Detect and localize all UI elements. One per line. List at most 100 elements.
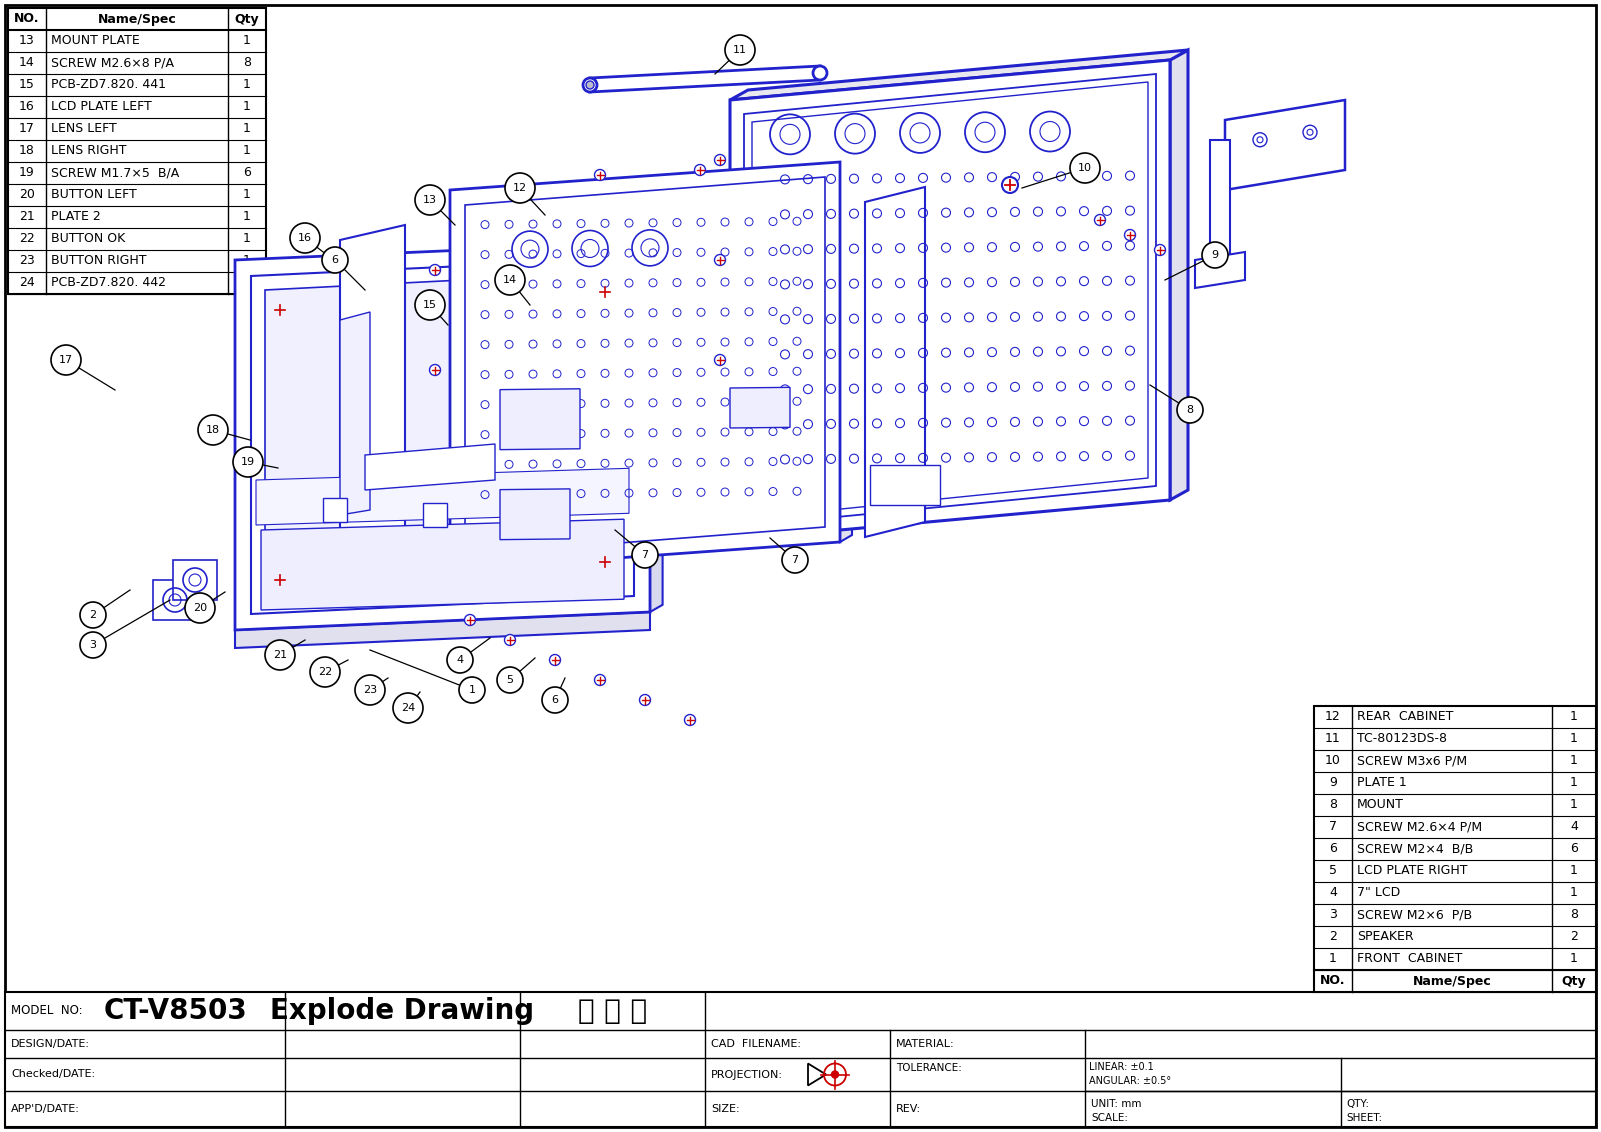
Text: 1: 1 [243,232,251,246]
Text: 19: 19 [240,457,255,468]
Text: 1: 1 [243,34,251,48]
Text: 18: 18 [19,145,35,157]
Bar [423,503,447,528]
Polygon shape [500,489,570,540]
Text: NO.: NO. [14,12,40,26]
Text: 8: 8 [1186,405,1194,415]
Text: SHEET:: SHEET: [1346,1113,1383,1123]
Text: 1: 1 [1571,755,1579,767]
Text: BUTTON OK: BUTTON OK [51,232,125,246]
Text: MOUNT: MOUNT [1358,798,1404,812]
Text: 1: 1 [1571,732,1579,746]
Circle shape [392,693,423,723]
Text: Name/Spec: Name/Spec [98,12,176,26]
Circle shape [514,174,525,186]
Circle shape [695,164,706,175]
Polygon shape [591,66,820,92]
Text: 1: 1 [1571,865,1579,877]
Polygon shape [266,272,620,600]
Text: LENS RIGHT: LENS RIGHT [51,145,126,157]
Text: SCREW M2×4  B/B: SCREW M2×4 B/B [1358,842,1473,856]
Text: 2: 2 [1329,931,1337,943]
Text: 7: 7 [791,555,799,565]
Circle shape [714,354,725,366]
Polygon shape [730,387,789,428]
Circle shape [199,415,227,445]
Text: 12: 12 [1326,711,1342,723]
Text: MATERIAL:: MATERIAL: [897,1039,954,1049]
Text: 2: 2 [90,610,96,620]
Text: 18: 18 [207,424,219,435]
Text: BUTTON LEFT: BUTTON LEFT [51,189,136,201]
Circle shape [714,154,725,165]
Polygon shape [339,225,405,565]
Circle shape [685,714,695,726]
Circle shape [586,82,594,89]
Text: 8: 8 [1571,909,1579,921]
Text: ANGULAR: ±0.5°: ANGULAR: ±0.5° [1089,1077,1170,1086]
Text: SCREW M2.6×4 P/M: SCREW M2.6×4 P/M [1358,821,1483,833]
Text: 1: 1 [1571,798,1579,812]
Text: 1: 1 [243,78,251,92]
Text: 1: 1 [469,685,475,695]
Text: 14: 14 [503,275,517,285]
Circle shape [594,170,605,180]
Circle shape [266,640,295,670]
Text: 1: 1 [1571,952,1579,966]
Circle shape [415,290,445,320]
Polygon shape [261,520,624,610]
Text: 16: 16 [298,233,312,243]
Circle shape [459,677,485,703]
Text: TOLERANCE:: TOLERANCE: [897,1063,962,1073]
Polygon shape [256,469,629,525]
Circle shape [1095,214,1106,225]
Circle shape [355,675,384,705]
Text: PCB-ZD7.820. 441: PCB-ZD7.820. 441 [51,78,167,92]
Text: SCALE:: SCALE: [1090,1113,1129,1123]
Bar [173,560,218,600]
Text: 11: 11 [1326,732,1342,746]
Text: 8: 8 [1329,798,1337,812]
Bar [5,992,1596,1127]
Circle shape [464,615,475,626]
Text: LINEAR: ±0.1: LINEAR: ±0.1 [1089,1062,1154,1072]
Circle shape [415,185,445,215]
Circle shape [639,695,650,705]
Circle shape [781,547,809,573]
Polygon shape [730,60,1170,540]
Text: 17: 17 [19,122,35,136]
Circle shape [813,66,828,80]
Text: PROJECTION:: PROJECTION: [711,1070,783,1080]
Circle shape [725,35,756,65]
Circle shape [496,667,524,693]
Text: SIZE:: SIZE: [711,1104,740,1114]
Polygon shape [450,162,841,571]
Text: 24: 24 [19,276,35,290]
Text: 8: 8 [243,57,251,69]
Circle shape [1069,153,1100,183]
Text: 7" LCD: 7" LCD [1358,886,1401,900]
Circle shape [186,593,215,623]
Text: 20: 20 [194,603,207,614]
Text: 4: 4 [456,655,464,664]
Text: 7: 7 [1329,821,1337,833]
Circle shape [447,648,472,674]
Text: 10: 10 [1077,163,1092,173]
Text: 1: 1 [1571,886,1579,900]
Polygon shape [251,258,634,614]
Circle shape [1177,397,1202,423]
Text: 7: 7 [642,550,648,560]
Text: 22: 22 [319,667,331,677]
Text: REV:: REV: [897,1104,921,1114]
Text: 5: 5 [506,675,514,685]
Polygon shape [500,388,580,449]
Text: 15: 15 [423,300,437,310]
Text: 11: 11 [733,45,748,55]
Circle shape [322,247,347,273]
Text: TC-80123DS-8: TC-80123DS-8 [1358,732,1447,746]
Circle shape [1002,177,1018,192]
Text: 10: 10 [1326,755,1342,767]
Text: 21: 21 [19,211,35,223]
Circle shape [1202,242,1228,268]
Text: 17: 17 [59,355,74,365]
